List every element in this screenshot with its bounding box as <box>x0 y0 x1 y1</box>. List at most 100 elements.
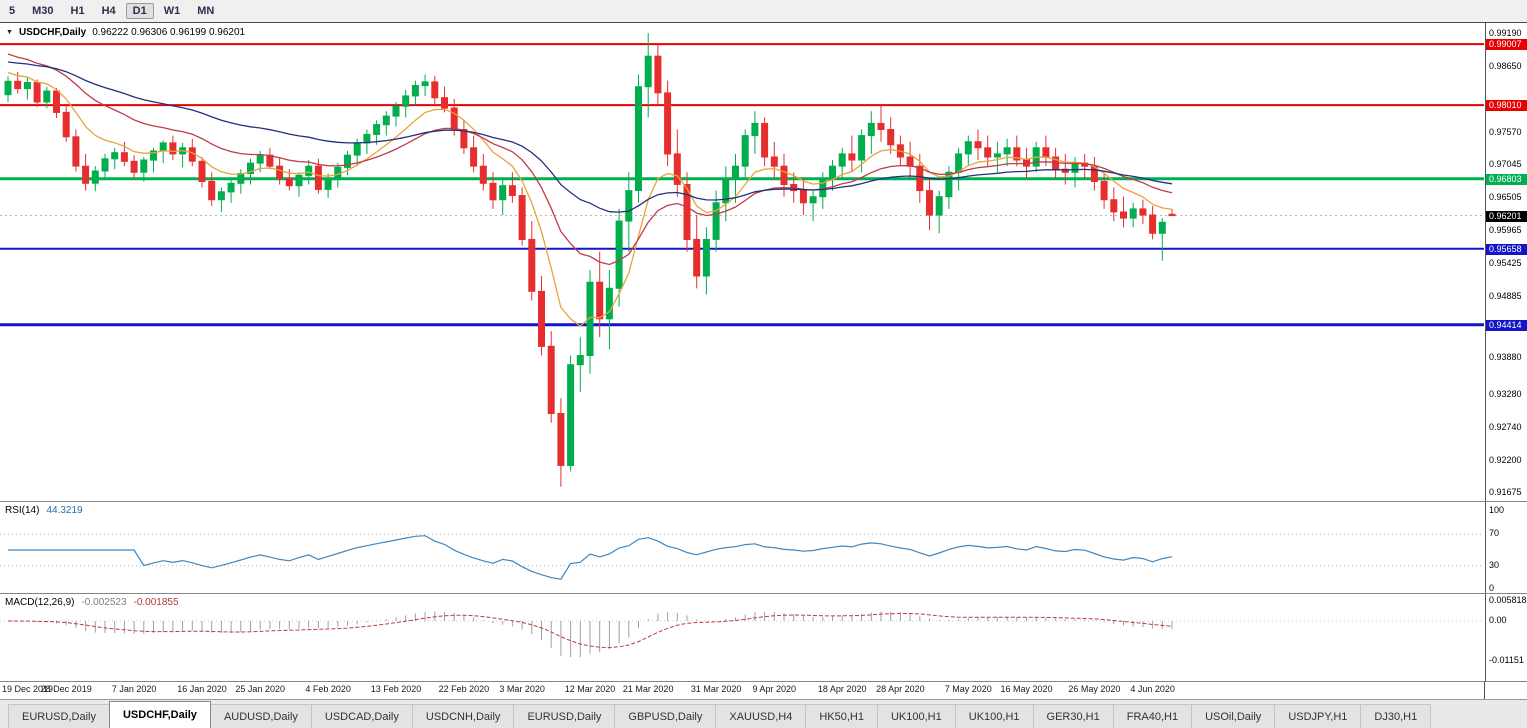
macd-axis-label-0-00: 0.00 <box>1489 615 1507 625</box>
macd-indicator-label: MACD(12,26,9) -0.002523 -0.001855 <box>5 597 179 608</box>
date-label-26-may-2020: 26 May 2020 <box>1068 684 1121 694</box>
chart-tab-usdcad-daily[interactable]: USDCAD,Daily <box>310 704 413 728</box>
price-axis-label-0-96505: 0.96505 <box>1489 192 1522 202</box>
price-axis-label-0-94885: 0.94885 <box>1489 290 1522 301</box>
date-label-25-jan-2020: 25 Jan 2020 <box>235 684 285 694</box>
chart-tab-hk50-h1[interactable]: HK50,H1 <box>805 704 878 728</box>
price-axis-label-0-96201: 0.96201 <box>1486 210 1527 222</box>
chart-ohlc-values: 0.96222 0.96306 0.96199 0.96201 <box>92 27 246 38</box>
chart-tab-eurusd-daily[interactable]: EURUSD,Daily <box>8 704 110 728</box>
chart-tab-dj30-h1[interactable]: DJ30,H1 <box>1360 704 1432 728</box>
timeframe-toolbar: 5 M30 H1 H4 D1 W1 MN <box>0 0 1527 22</box>
timeframe-button-h4[interactable]: H4 <box>101 5 116 17</box>
price-axis-label-0-97570: 0.97570 <box>1489 126 1522 137</box>
price-chart-plot[interactable] <box>0 23 1484 501</box>
price-chart-pane: ▼ USDCHF,Daily 0.96222 0.96306 0.96199 0… <box>0 23 1527 501</box>
price-axis-label-0-96803: 0.96803 <box>1486 173 1527 185</box>
chart-tab-usdjpy-h1[interactable]: USDJPY,H1 <box>1274 704 1362 728</box>
chart-tab-usoil-daily[interactable]: USOil,Daily <box>1191 704 1276 728</box>
date-label-16-may-2020: 16 May 2020 <box>1000 684 1053 694</box>
chart-dropdown-icon[interactable]: ▼ <box>6 29 13 36</box>
chart-tab-fra40-h1[interactable]: FRA40,H1 <box>1112 704 1193 728</box>
macd-axis-label-0-01151: -0.01151 <box>1489 654 1524 665</box>
macd-indicator-pane: MACD(12,26,9) -0.002523 -0.001855 0.0058… <box>0 593 1527 681</box>
price-axis[interactable]: 0.99190 0.99007 0.98650 0.98010 0.97570 0.970… <box>1485 23 1527 501</box>
rsi-indicator-pane: RSI(14) 44.3219 100 70 30 0 <box>0 501 1527 593</box>
chart-tab-xauusd-h4[interactable]: XAUUSD,H4 <box>715 704 807 728</box>
timeframe-button-m30[interactable]: M30 <box>32 5 54 17</box>
date-label-21-mar-2020: 21 Mar 2020 <box>622 684 674 694</box>
price-axis-label-0-95965: 0.95965 <box>1489 225 1522 235</box>
date-label-28-apr-2020: 28 Apr 2020 <box>876 684 925 694</box>
macd-signal-line <box>7 612 1173 649</box>
date-label-4-jun-2020: 4 Jun 2020 <box>1130 684 1175 694</box>
price-axis-label-0-92200: 0.92200 <box>1489 454 1522 465</box>
date-label-22-feb-2020: 22 Feb 2020 <box>438 684 490 694</box>
time-axis[interactable]: 19 Dec 2019 28 Dec 2019 7 Jan 2020 16 Jan 2… <box>0 681 1527 699</box>
timeframe-button-5[interactable]: 5 <box>9 5 16 17</box>
date-label-4-feb-2020: 4 Feb 2020 <box>305 684 351 694</box>
chart-tab-ger30-h1[interactable]: GER30,H1 <box>1032 704 1114 728</box>
rsi-name: RSI(14) <box>5 505 40 516</box>
price-axis-label-0-95658: 0.95658 <box>1486 243 1527 255</box>
date-label-31-mar-2020: 31 Mar 2020 <box>690 684 742 694</box>
chart-tab-usdchf-daily[interactable]: USDCHF,Daily <box>108 701 211 728</box>
timeframe-button-h1[interactable]: H1 <box>70 5 85 17</box>
chart-title: ▼ USDCHF,Daily 0.96222 0.96306 0.96199 0… <box>6 27 245 38</box>
date-label-28-dec-2019: 28 Dec 2019 <box>40 684 92 694</box>
chart-tab-bar: EURUSD,Daily USDCHF,Daily AUDUSD,Daily USDC… <box>0 699 1527 728</box>
rsi-axis[interactable]: 100 70 30 0 <box>1485 502 1527 593</box>
macd-signal-value: -0.001855 <box>133 597 179 608</box>
price-axis-label-0-93280: 0.93280 <box>1489 389 1522 399</box>
macd-plot[interactable] <box>0 595 1484 682</box>
chart-window: ▼ USDCHF,Daily 0.96222 0.96306 0.96199 0… <box>0 22 1527 699</box>
ma-fast-line <box>7 71 1173 328</box>
chart-tab-uk100-h1[interactable]: UK100,H1 <box>954 704 1034 728</box>
chart-tab-uk100-h1[interactable]: UK100,H1 <box>876 704 956 728</box>
chart-tab-audusd-daily[interactable]: AUDUSD,Daily <box>209 704 312 728</box>
macd-axis-label-0-005818: 0.005818 <box>1489 594 1527 605</box>
date-label-3-mar-2020: 3 Mar 2020 <box>499 684 545 694</box>
chart-symbol-period: USDCHF,Daily <box>18 27 87 38</box>
date-label-9-apr-2020: 9 Apr 2020 <box>752 684 797 694</box>
date-label-7-may-2020: 7 May 2020 <box>944 684 992 694</box>
chart-tab-gbpusd-daily[interactable]: GBPUSD,Daily <box>614 704 717 728</box>
price-axis-label-0-95425: 0.95425 <box>1489 258 1522 268</box>
date-label-12-mar-2020: 12 Mar 2020 <box>564 684 616 694</box>
timeframe-button-d1[interactable]: D1 <box>125 3 154 19</box>
timeframe-button-w1[interactable]: W1 <box>163 5 181 17</box>
price-axis-label-0-97045: 0.97045 <box>1489 159 1522 169</box>
price-axis-label-0-98010: 0.98010 <box>1486 100 1527 112</box>
timeframe-button-mn[interactable]: MN <box>197 5 215 17</box>
candlestick-series <box>4 33 1176 487</box>
price-axis-label-0-93880: 0.93880 <box>1489 352 1522 363</box>
rsi-axis-label-100: 100 <box>1489 505 1505 515</box>
price-axis-label-0-98650: 0.98650 <box>1489 61 1522 71</box>
price-axis-label-0-94414: 0.94414 <box>1486 319 1527 331</box>
rsi-axis-label-70: 70 <box>1489 528 1500 539</box>
date-label-13-feb-2020: 13 Feb 2020 <box>370 684 422 694</box>
date-label-16-jan-2020: 16 Jan 2020 <box>177 684 227 694</box>
rsi-axis-label-30: 30 <box>1489 559 1500 570</box>
price-axis-label-0-92740: 0.92740 <box>1489 422 1522 432</box>
chart-tab-usdcnh-daily[interactable]: USDCNH,Daily <box>411 704 515 728</box>
price-axis-label-0-99190: 0.99190 <box>1489 28 1522 38</box>
chart-tab-eurusd-daily[interactable]: EURUSD,Daily <box>513 704 616 728</box>
price-axis-label-0-99007: 0.99007 <box>1486 39 1527 51</box>
ma-mid-line <box>7 53 1173 266</box>
rsi-indicator-label: RSI(14) 44.3219 <box>5 505 83 516</box>
ma-slow-line <box>7 61 1173 213</box>
date-label-19-dec-2019: 19 Dec 2019 <box>2 684 54 694</box>
rsi-axis-label-0: 0 <box>1489 583 1495 593</box>
macd-name: MACD(12,26,9) <box>5 597 75 608</box>
date-label-7-jan-2020: 7 Jan 2020 <box>111 684 157 694</box>
rsi-line <box>8 535 1173 580</box>
macd-histogram <box>17 611 1173 658</box>
price-axis-label-0-91675: 0.91675 <box>1489 487 1522 497</box>
macd-axis[interactable]: 0.005818 0.00 -0.01151 <box>1485 594 1527 681</box>
date-label-18-apr-2020: 18 Apr 2020 <box>817 684 867 694</box>
rsi-plot[interactable] <box>0 503 1484 594</box>
macd-main-value: -0.002523 <box>81 597 127 608</box>
rsi-value: 44.3219 <box>46 505 83 516</box>
